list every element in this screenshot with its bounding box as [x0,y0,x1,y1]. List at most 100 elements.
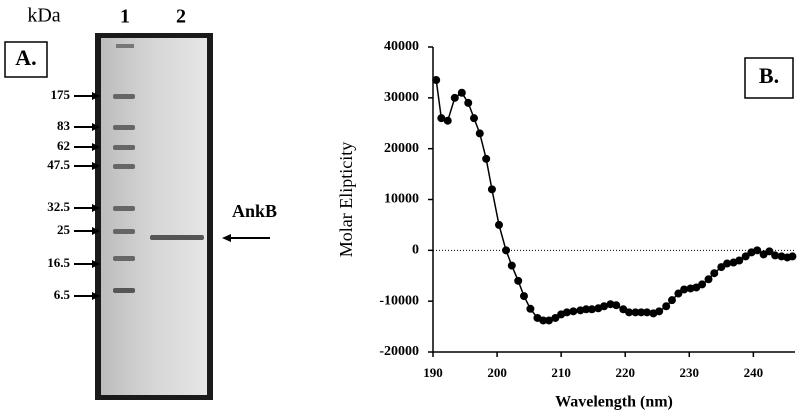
data-point [551,313,560,322]
unit-label: kDa [27,5,60,27]
series-line [435,79,793,322]
data-point [662,302,671,311]
data-point [487,185,496,194]
data-point [717,263,726,272]
data-point [655,307,664,316]
panel-label: B. [759,63,779,88]
data-point [765,247,774,256]
x-axis-label: Wavelength (nm) [555,394,673,411]
ladder-band [113,229,135,234]
panel-label: A. [15,45,36,70]
marker-label: 32.5 [47,199,70,214]
ladder-band [113,164,135,169]
marker-arrowhead [92,292,100,300]
ladder-band [116,44,134,48]
data-point [464,98,473,107]
marker-label: 175 [51,87,71,102]
ladder-band [113,145,135,150]
data-point [443,116,452,125]
x-tick-label: 220 [615,365,635,380]
data-point [514,276,523,285]
panel-a: A. kDa 1 2 AnkB 175 83 62 47.5 32.5 25 16.5 6.5 [4,5,277,400]
data-point [562,308,571,317]
data-point [432,76,441,85]
data-point [735,256,744,265]
gel [101,38,207,395]
y-tick-label: 40000 [384,39,419,54]
data-point [569,307,578,316]
y-tick-label: -10000 [379,293,419,308]
data-point [544,316,553,325]
y-tick-label: 10000 [384,192,419,207]
marker-arrowhead [92,162,100,170]
y-tick-label: 30000 [384,90,419,105]
data-point [698,280,707,289]
data-point [771,251,780,260]
data-point [631,308,640,317]
marker-arrowhead [92,260,100,268]
data-point [710,269,719,278]
ladder-band [113,125,135,130]
y-tick-label: 0 [412,243,419,258]
data-point [475,129,484,138]
marker-arrowhead [92,143,100,151]
data-point [600,302,609,311]
y-tick-label: -20000 [379,344,419,359]
ladder-band [113,288,135,293]
data-point [502,246,511,255]
data-point [582,305,591,314]
panel-b: -20000 -10000 0 10000 20000 30000 40000 190 200 2… [336,39,797,411]
data-point [642,308,651,317]
data-point [482,154,491,163]
x-tick-label: 210 [551,365,571,380]
marker-arrowhead [92,204,100,212]
data-point [741,252,750,261]
marker-arrowhead [92,123,100,131]
data-point [612,301,621,310]
data-point [437,114,446,123]
data-point [625,308,634,317]
data-point [723,259,732,268]
marker-label: 6.5 [54,287,71,302]
data-point [457,88,466,97]
arrowhead [222,234,231,242]
marker-arrowhead [92,92,100,100]
data-point [526,304,535,313]
panel-box [4,41,48,78]
data-point [753,246,762,255]
x-tick-label: 190 [423,365,443,380]
data-point [494,220,503,229]
x-tick-label: 200 [487,365,507,380]
lane-label: 1 [120,6,130,28]
gel-band [150,235,204,240]
data-point [539,316,548,325]
data-point [667,296,676,305]
data-point [507,261,516,270]
band-label: AnkB [232,201,277,221]
data-point [450,93,459,102]
marker-label: 62 [57,138,70,153]
x-tick-label: 230 [680,365,700,380]
data-point [470,114,479,123]
marker-arrowhead [92,227,100,235]
lane-label: 2 [176,6,186,28]
ladder-band [113,256,135,261]
ladder-band [113,94,135,99]
data-point [788,252,797,261]
marker-label: 16.5 [47,255,70,270]
data-point [519,292,528,301]
y-axis-label: Molar Elipticity [336,142,356,257]
marker-label: 47.5 [47,157,70,172]
data-point [704,275,713,284]
marker-label: 83 [57,118,71,133]
data-point [587,305,596,314]
data-point [674,289,683,298]
y-tick-label: 20000 [384,141,419,156]
data-point [637,308,646,317]
marker-label: 25 [57,222,71,237]
ladder-band [113,206,135,211]
panel-box [744,57,794,99]
x-tick-label: 240 [744,365,764,380]
data-point [680,285,689,294]
